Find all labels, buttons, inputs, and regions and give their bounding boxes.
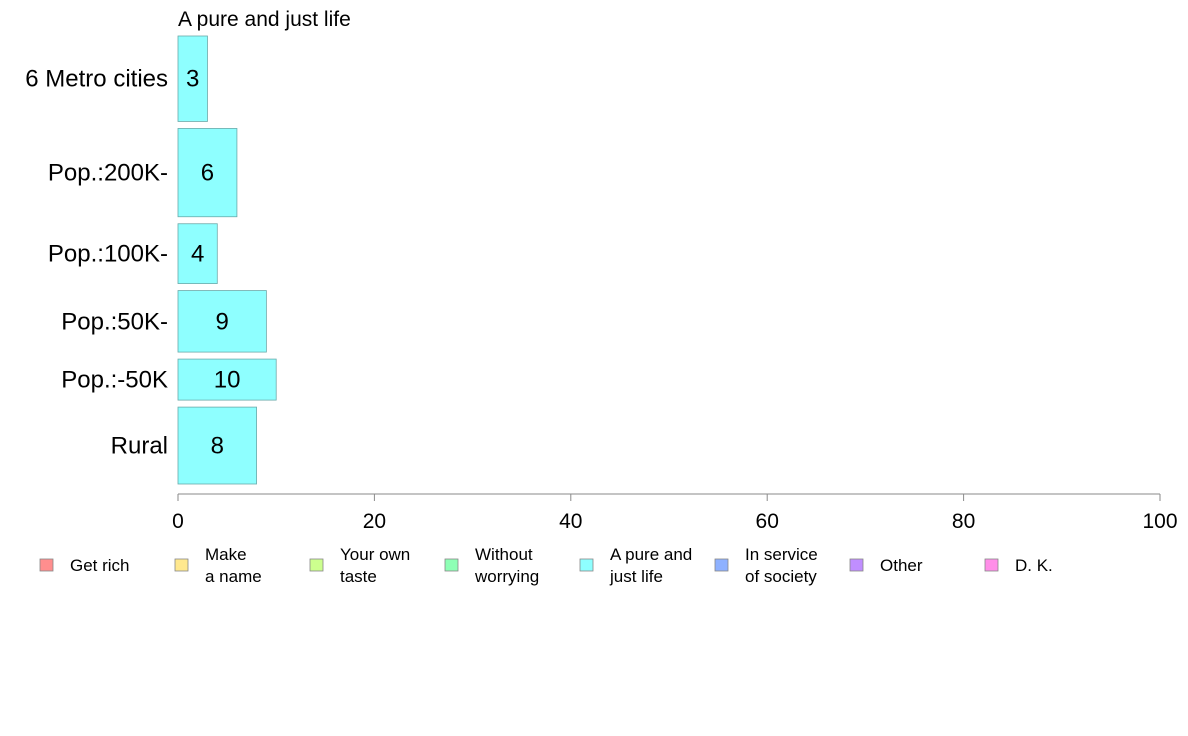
legend-swatch-3 [444,558,459,572]
bars: 6 Metro cities 3 Pop.:200K- 6 Pop.:100K- 4 Pop… [25,35,277,485]
legend-label-4-1: just life [609,567,663,586]
bar-value-label-2: 4 [191,241,204,268]
bar-4 [177,358,277,401]
legend-swatch-2 [309,558,324,572]
x-tick-label-1: 20 [363,510,386,533]
bar-3 [177,290,267,353]
x-tick-label-5: 100 [1142,510,1177,533]
bar-2 [177,223,218,284]
chart-title: A pure and just life [178,8,351,31]
legend-label-7-0: D. K. [1015,556,1053,575]
bar-value-label-3: 9 [216,308,229,335]
bar-value-label-1: 6 [201,160,214,187]
bar-value-label-4: 10 [214,367,241,394]
category-label-5: Rural [111,433,168,460]
x-tick-label-3: 60 [756,510,779,533]
legend-label-5-0: In service [745,545,818,564]
x-axis: 0 20 40 60 80 100 [172,493,1178,533]
legend-swatch-7 [984,558,999,572]
x-tick-label-2: 40 [559,510,582,533]
bar-value-label-5: 8 [211,433,224,460]
legend-label-2-0: Your own [340,545,410,564]
legend-swatch-1 [174,558,189,572]
category-label-0: 6 Metro cities [25,66,168,93]
legend-label-1-0: Make [205,545,247,564]
legend-label-0-0: Get rich [70,556,130,575]
bar-1 [177,128,238,218]
legend-swatch-0 [39,558,54,572]
bar-5 [177,406,257,485]
legend-label-3-1: worrying [474,567,539,586]
category-label-3: Pop.:50K- [61,308,168,335]
category-label-1: Pop.:200K- [48,160,168,187]
legend-label-1-1: a name [205,567,262,586]
legend-label-6-0: Other [880,556,923,575]
x-tick-label-4: 80 [952,510,975,533]
legend-label-5-1: of society [745,567,817,586]
category-label-2: Pop.:100K- [48,241,168,268]
legend-label-2-1: taste [340,567,377,586]
bar-0 [177,35,208,122]
x-tick-label-0: 0 [172,510,184,533]
legend: Get rich Make a name Your own taste Without wo… [39,545,1053,586]
legend-label-3-0: Without [475,545,533,564]
legend-swatch-5 [714,558,729,572]
legend-swatch-6 [849,558,864,572]
category-label-4: Pop.:-50K [61,367,168,394]
legend-swatch-4 [579,558,594,572]
legend-label-4-0: A pure and [610,545,692,564]
bar-value-label-0: 3 [186,66,199,93]
